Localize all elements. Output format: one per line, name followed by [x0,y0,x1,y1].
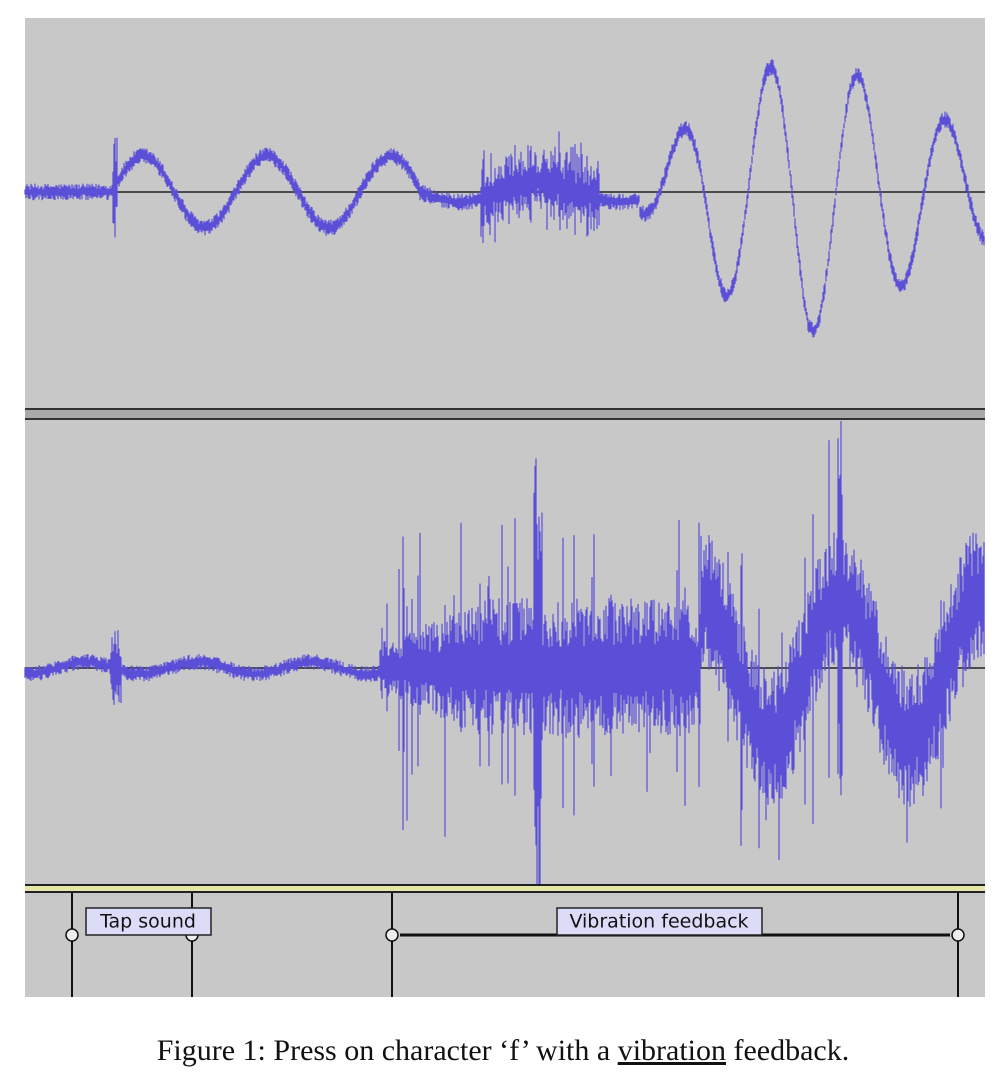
caption: Figure 1: Press on character ‘f’ with a … [157,1034,850,1067]
top-waveform [24,59,985,338]
bottom-waveform [24,421,985,884]
selection-bar [25,885,985,891]
caption-link: vibration [618,1034,726,1067]
label-text[interactable]: Vibration feedback [569,911,748,933]
caption-text: feedback. [726,1034,849,1067]
label-text[interactable]: Tap sound [99,911,196,933]
track-separator [25,408,985,420]
waveforms [24,59,985,884]
top-track [25,18,985,408]
caption-text: Figure 1: Press on character ‘f’ with a [157,1034,618,1067]
label-box[interactable] [85,907,212,936]
label-box[interactable] [556,907,763,936]
